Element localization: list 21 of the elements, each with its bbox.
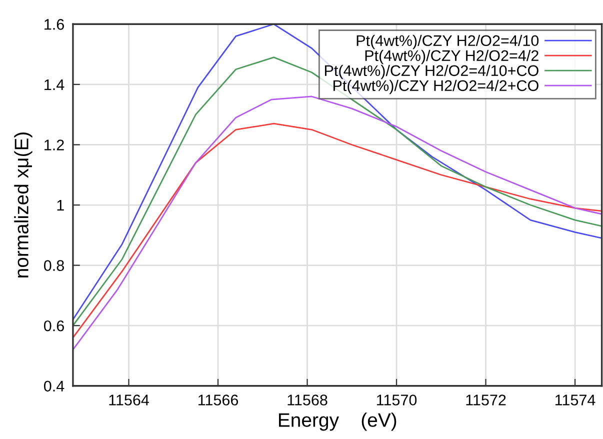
x-tick-label: 11570 bbox=[377, 394, 417, 406]
y-tick-label: 1.6 bbox=[44, 19, 64, 30]
x-tick-label: 11568 bbox=[288, 394, 328, 406]
y-axis-title: normalized xμ(E) bbox=[14, 132, 32, 278]
legend-label: Pt(4wt%)/CZY H2/O2=4/10+CO bbox=[325, 64, 538, 80]
legend-label: Pt(4wt%)/CZY H2/O2=4/2+CO bbox=[334, 80, 538, 94]
y-tick-label: 0.4 bbox=[44, 380, 64, 392]
legend-label: Pt(4wt%)/CZY H2/O2=4/10 bbox=[356, 34, 539, 50]
y-tick-label: 0.6 bbox=[44, 320, 64, 332]
x-tick-label: 11572 bbox=[466, 394, 506, 406]
x-tick-label: 11574 bbox=[556, 394, 596, 406]
x-tick-label: 11564 bbox=[109, 394, 149, 406]
y-tick-label: 1 bbox=[57, 200, 64, 211]
x-tick-label: 11566 bbox=[198, 394, 238, 406]
x-axis-title: Energy (eV) bbox=[279, 412, 396, 431]
y-tick-label: 1.4 bbox=[44, 79, 64, 90]
legend-label: Pt(4wt%)/CZY H2/O2=4/2 bbox=[365, 50, 538, 64]
y-tick-label: 1.2 bbox=[44, 140, 64, 150]
line-series bbox=[72, 122, 602, 338]
y-tick-label: 0.8 bbox=[44, 260, 64, 271]
line-series bbox=[72, 96, 602, 350]
